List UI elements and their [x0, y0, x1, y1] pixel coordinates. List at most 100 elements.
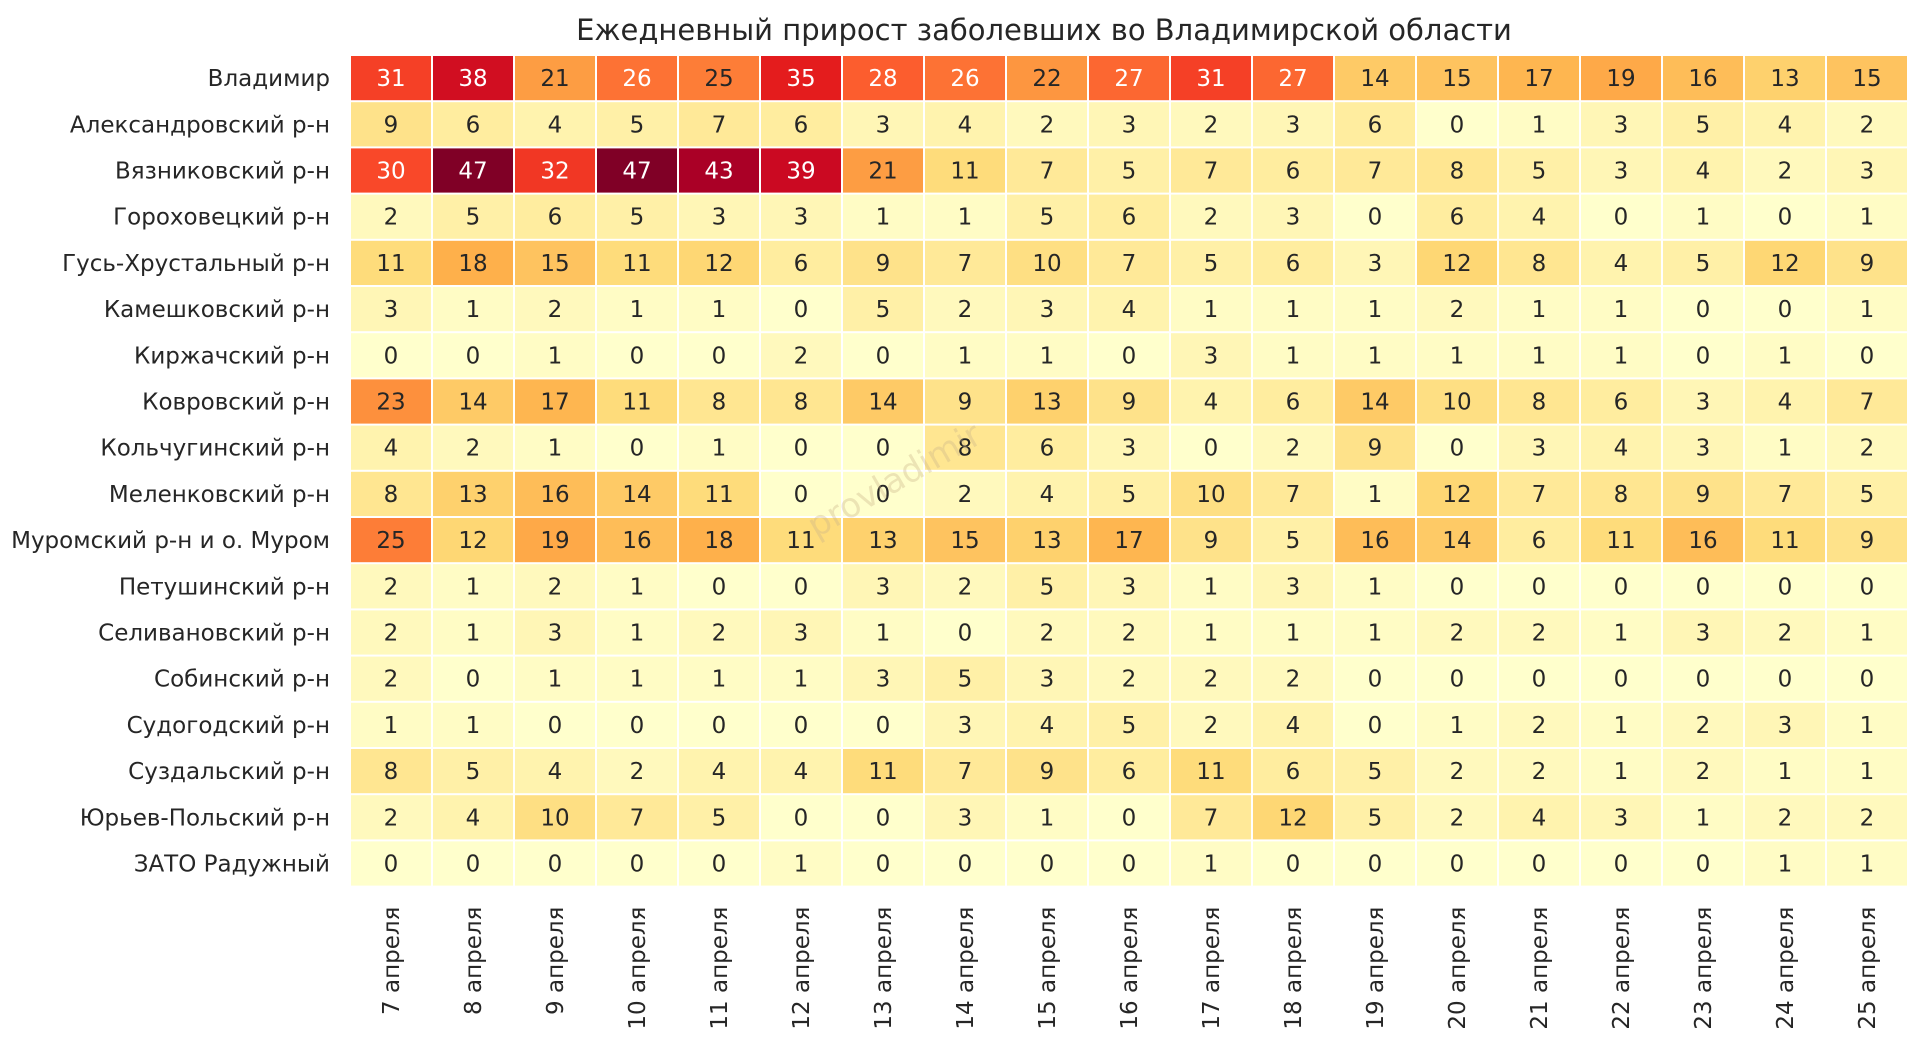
cell-value-label: 2 — [466, 436, 481, 462]
heatmap-cell — [433, 702, 513, 747]
heatmap-cell — [761, 425, 841, 470]
cell-value-label: 0 — [1532, 852, 1547, 878]
heatmap-cell — [515, 333, 595, 378]
heatmap-cell — [1581, 749, 1661, 794]
cell-value-label: 7 — [1532, 482, 1547, 508]
heatmap-cell — [1089, 148, 1169, 193]
cell-value-label: 0 — [794, 436, 809, 462]
cell-value-label: 4 — [384, 436, 399, 462]
cell-value-label: 3 — [1286, 205, 1301, 231]
cell-value-label: 0 — [384, 852, 399, 878]
col-label: 25 апреля — [1855, 907, 1881, 1030]
heatmap-cell — [761, 102, 841, 147]
cell-value-label: 2 — [548, 574, 563, 600]
heatmap-cell — [433, 240, 513, 285]
cell-value-label: 8 — [1614, 482, 1629, 508]
cell-value-label: 4 — [1286, 713, 1301, 739]
heatmap-cell — [1417, 425, 1497, 470]
cell-value-label: 14 — [868, 390, 897, 416]
heatmap-cell — [843, 795, 923, 840]
cell-value-label: 2 — [1778, 621, 1793, 647]
cell-value-label: 5 — [1532, 159, 1547, 185]
heatmap-cell — [1581, 518, 1661, 563]
heatmap-cell — [351, 702, 431, 747]
row-label: ЗАТО Радужный — [134, 852, 330, 878]
heatmap-cell — [1007, 102, 1087, 147]
heatmap-cell — [597, 379, 677, 424]
heatmap-cell — [843, 379, 923, 424]
cell-value-label: 7 — [1368, 159, 1383, 185]
heatmap-cell — [1663, 194, 1743, 239]
heatmap-cell — [1499, 102, 1579, 147]
heatmap-cell — [925, 471, 1005, 516]
heatmap-cell — [1089, 287, 1169, 332]
heatmap-cell — [1335, 333, 1415, 378]
heatmap-cell — [1335, 102, 1415, 147]
heatmap-cell — [1417, 795, 1497, 840]
cell-value-label: 1 — [1204, 621, 1219, 647]
cell-value-label: 2 — [712, 621, 727, 647]
heatmap-cell — [515, 148, 595, 193]
cell-value-label: 0 — [794, 482, 809, 508]
heatmap-cell — [597, 656, 677, 701]
cell-value-label: 27 — [1278, 66, 1307, 92]
heatmap-cell — [1335, 471, 1415, 516]
heatmap-cell — [515, 194, 595, 239]
heatmap-cell — [433, 56, 513, 101]
cell-value-label: 0 — [1614, 574, 1629, 600]
heatmap-cell — [1581, 287, 1661, 332]
cell-value-label: 0 — [1368, 667, 1383, 693]
cell-value-label: 13 — [1032, 390, 1061, 416]
heatmap-cell — [1089, 425, 1169, 470]
cell-value-label: 11 — [1196, 759, 1225, 785]
cell-value-label: 25 — [376, 528, 405, 554]
cell-value-label: 0 — [958, 852, 973, 878]
heatmap-cell — [433, 333, 513, 378]
cell-value-label: 47 — [458, 159, 487, 185]
heatmap-cell — [433, 102, 513, 147]
heatmap-cell — [597, 56, 677, 101]
cell-value-label: 3 — [1204, 343, 1219, 369]
heatmap-cell — [1007, 795, 1087, 840]
cell-value-label: 4 — [1040, 482, 1055, 508]
heatmap-cell — [1335, 240, 1415, 285]
cells-layer: 31 38 21 26 25 35 28 26 22 27 31 27 14 15 17 19 16 13 159 6… — [351, 56, 1907, 886]
cell-value-label: 4 — [958, 112, 973, 138]
cell-value-label: 0 — [1860, 343, 1875, 369]
row-label: Гусь-Хрустальный р-н — [62, 251, 330, 277]
heatmap-cell — [761, 518, 841, 563]
cell-value-label: 8 — [384, 759, 399, 785]
cell-value-label: 12 — [1770, 251, 1799, 277]
heatmap-cell — [1253, 379, 1333, 424]
cell-value-label: 3 — [1040, 667, 1055, 693]
heatmap-cell — [1581, 102, 1661, 147]
heatmap-cell — [1663, 795, 1743, 840]
col-label: 17 апреля — [1199, 907, 1225, 1030]
heatmap-cell — [515, 702, 595, 747]
heatmap-cell — [1581, 379, 1661, 424]
heatmap-cell — [1745, 194, 1825, 239]
cell-value-label: 2 — [1286, 667, 1301, 693]
heatmap-cell — [1171, 333, 1251, 378]
heatmap-cell — [515, 471, 595, 516]
heatmap-cell — [761, 702, 841, 747]
heatmap-cell — [597, 702, 677, 747]
heatmap-cell — [761, 148, 841, 193]
heatmap-cell — [1089, 841, 1169, 886]
cell-value-label: 0 — [1450, 436, 1465, 462]
heatmap-cell — [1499, 240, 1579, 285]
heatmap-cell — [433, 656, 513, 701]
heatmap-cell — [1171, 841, 1251, 886]
heatmap-cell — [1827, 240, 1907, 285]
heatmap-cell — [1089, 102, 1169, 147]
cell-value-label: 6 — [1286, 759, 1301, 785]
cell-value-label: 39 — [786, 159, 815, 185]
heatmap-cell — [1827, 656, 1907, 701]
heatmap-cell — [1335, 518, 1415, 563]
heatmap-cell — [1663, 148, 1743, 193]
heatmap-cell — [1007, 841, 1087, 886]
heatmap-cell — [1581, 795, 1661, 840]
cell-value-label: 3 — [548, 621, 563, 647]
cell-value-label: 1 — [630, 621, 645, 647]
heatmap-cell — [925, 518, 1005, 563]
